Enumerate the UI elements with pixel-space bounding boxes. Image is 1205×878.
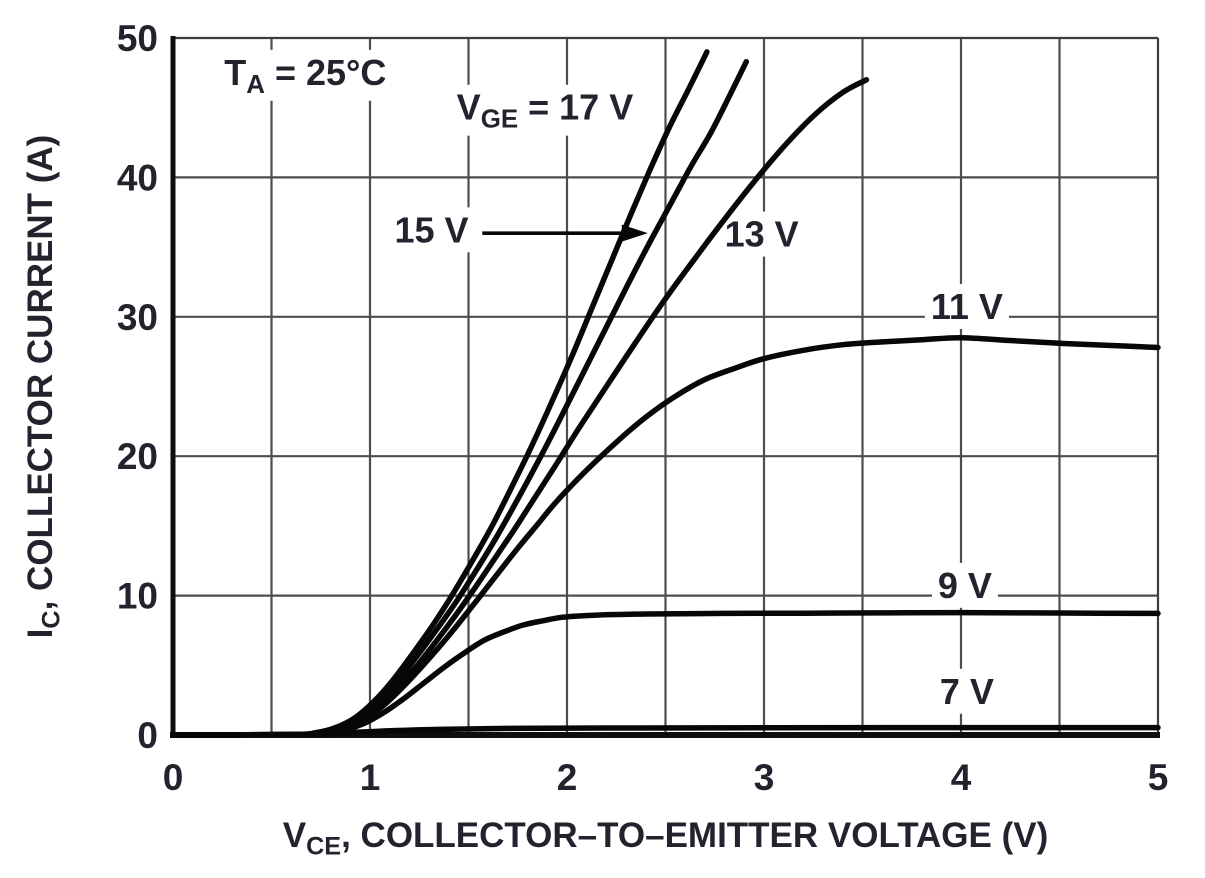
annotation-label-17v-part: = 17 V bbox=[518, 87, 633, 128]
curves bbox=[170, 49, 1161, 738]
y-tick-label-0-part: 0 bbox=[137, 715, 158, 756]
annotation-condition-part: = 25°C bbox=[265, 52, 386, 93]
x-tick-label-4: 4 bbox=[951, 757, 972, 798]
y-tick-label-40: 40 bbox=[117, 157, 158, 198]
y-tick-label-30-part: 30 bbox=[117, 297, 158, 338]
y-tick-label-50: 50 bbox=[117, 18, 158, 59]
y-tick-label-10: 10 bbox=[117, 576, 158, 617]
annotation-label-11v-bg bbox=[924, 284, 1009, 330]
callout-arrowhead-icon bbox=[621, 224, 648, 242]
x-tick-label-2-part: 2 bbox=[557, 757, 578, 798]
y-tick-label-50-part: 50 bbox=[117, 18, 158, 59]
y-axis-title: IC, COLLECTOR CURRENT (A) bbox=[21, 135, 66, 639]
y-axis-title-part: , COLLECTOR CURRENT (A) bbox=[21, 135, 60, 611]
annotation-label-17v: VGE = 17 V bbox=[457, 87, 634, 134]
x-tick-label-4-part: 4 bbox=[951, 757, 972, 798]
annotation-label-11v-part: 11 V bbox=[931, 286, 1003, 327]
y-tick-label-20: 20 bbox=[117, 436, 158, 477]
annotation-label-13v-part: 13 V bbox=[725, 214, 799, 255]
curve-vge-7v bbox=[170, 724, 1161, 738]
x-tick-label-5-part: 5 bbox=[1148, 757, 1169, 798]
x-axis-title-part: V bbox=[283, 816, 307, 855]
x-tick-label-1-part: 1 bbox=[360, 757, 381, 798]
curve-vge-9v bbox=[170, 609, 1161, 738]
curve-vge-15v bbox=[170, 58, 750, 738]
y-tick-label-10-part: 10 bbox=[117, 576, 158, 617]
x-tick-label-1: 1 bbox=[360, 757, 381, 798]
x-tick-label-5: 5 bbox=[1148, 757, 1169, 798]
annotation-label-9v-part: 9 V bbox=[938, 565, 992, 606]
annotation-condition-bg bbox=[218, 49, 393, 101]
y-axis-title-part: C bbox=[38, 610, 66, 628]
annotations: TA = 25°C VGE = 17 V 15 V 13 V 11 V 9 V 7 V bbox=[218, 49, 1009, 714]
x-tick-label-0: 0 bbox=[163, 757, 184, 798]
annotation-label-15v-part: 15 V bbox=[394, 209, 468, 250]
y-axis-title-part: I bbox=[21, 629, 60, 639]
x-tick-label-0-part: 0 bbox=[163, 757, 184, 798]
annotation-condition: TA = 25°C bbox=[224, 52, 386, 99]
callout-arrow bbox=[482, 224, 648, 242]
annotation-label-13v: 13 V bbox=[725, 214, 799, 255]
y-tick-label-0: 0 bbox=[137, 715, 158, 756]
annotation-condition-part: A bbox=[246, 71, 265, 99]
annotation-label-13v-bg bbox=[718, 211, 805, 257]
annotation-label-15v: 15 V bbox=[394, 209, 468, 250]
axis-titles: VCE, COLLECTOR–TO–EMITTER VOLTAGE (V) IC,… bbox=[21, 135, 1048, 861]
annotation-label-9v: 9 V bbox=[938, 565, 992, 606]
x-axis-title-part: CE bbox=[306, 833, 341, 861]
y-tick-label-20-part: 20 bbox=[117, 436, 158, 477]
grid-lines bbox=[173, 36, 1160, 735]
annotation-label-17v-part: GE bbox=[481, 106, 518, 134]
x-tick-label-3-part: 3 bbox=[754, 757, 775, 798]
x-tick-label-3: 3 bbox=[754, 757, 775, 798]
annotation-label-9v-bg bbox=[931, 562, 998, 608]
annotation-condition-part: T bbox=[224, 52, 246, 93]
annotation-label-11v: 11 V bbox=[931, 286, 1003, 327]
annotation-label-17v-part: V bbox=[457, 87, 481, 128]
annotation-label-7v-part: 7 V bbox=[940, 671, 994, 712]
annotation-label-7v: 7 V bbox=[940, 671, 994, 712]
annotation-label-17v-bg bbox=[450, 84, 640, 136]
y-tick-label-30: 30 bbox=[117, 297, 158, 338]
curve-vge-11v bbox=[170, 334, 1161, 738]
annotation-label-7v-bg bbox=[933, 668, 1000, 714]
x-axis-title: VCE, COLLECTOR–TO–EMITTER VOLTAGE (V) bbox=[283, 816, 1049, 861]
y-tick-label-40-part: 40 bbox=[117, 157, 158, 198]
x-tick-label-2: 2 bbox=[557, 757, 578, 798]
x-axis-title-part: , COLLECTOR–TO–EMITTER VOLTAGE (V) bbox=[341, 816, 1048, 855]
annotation-label-15v-bg bbox=[388, 207, 475, 253]
